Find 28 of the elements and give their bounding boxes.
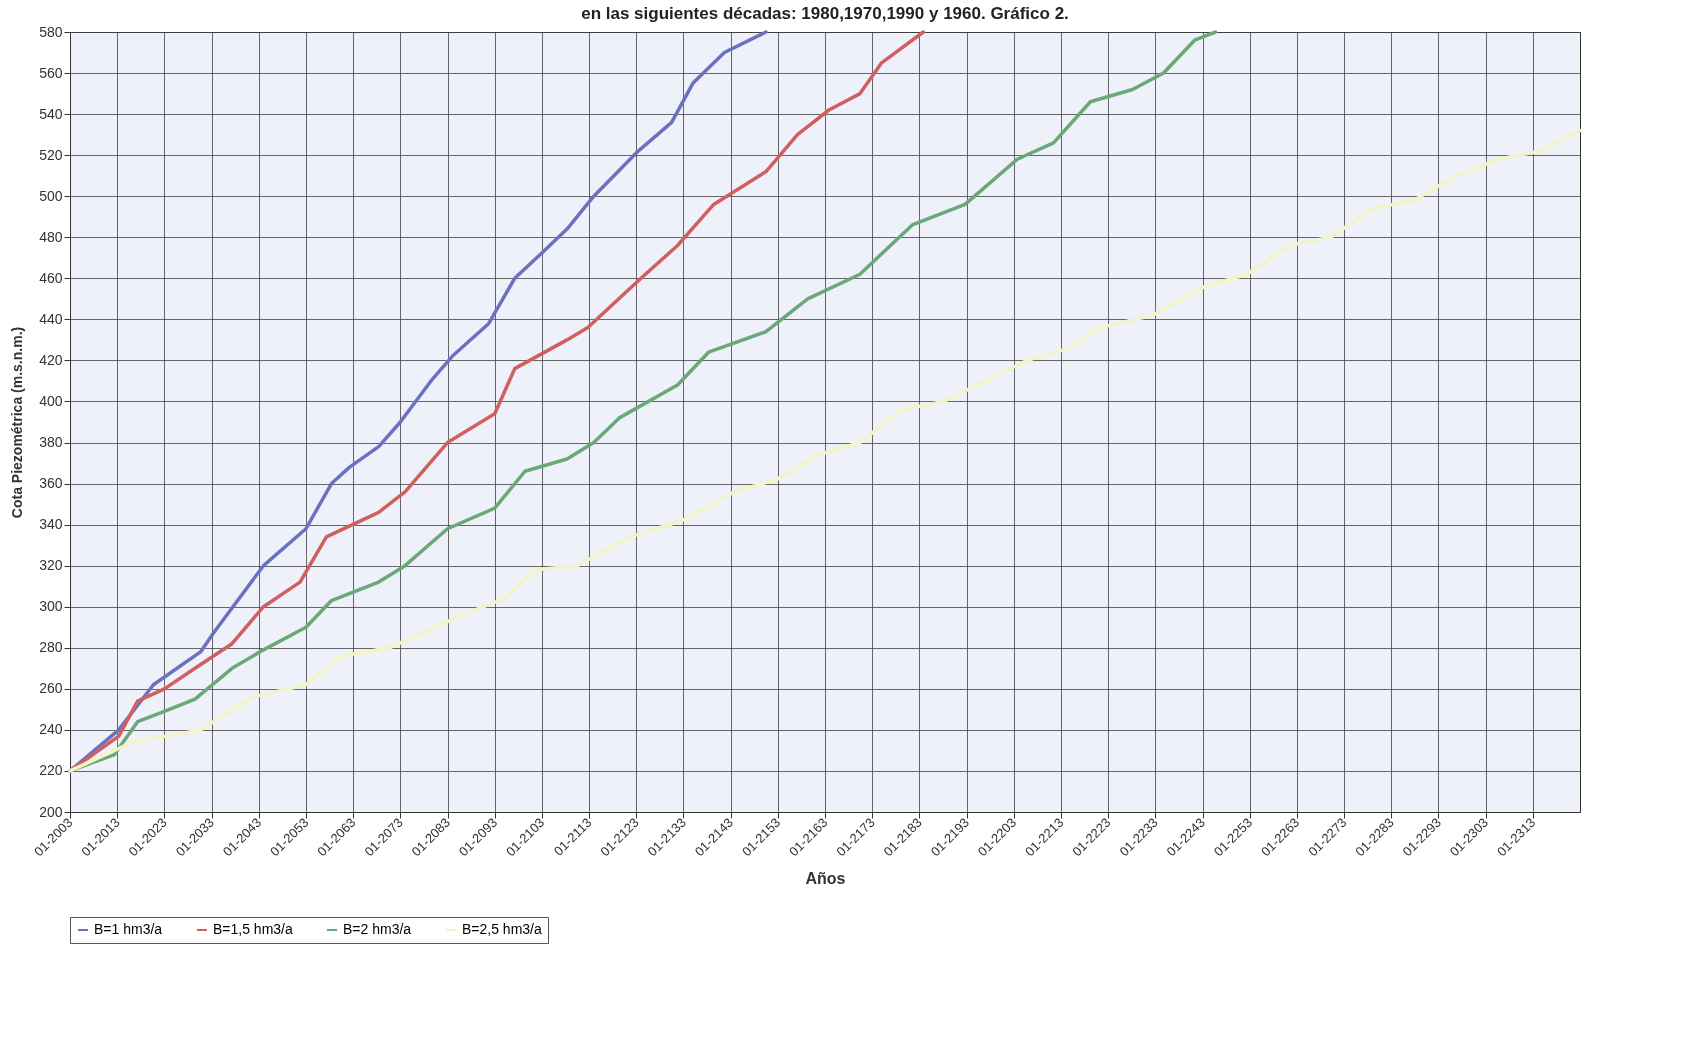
y-tick-label: 220 — [39, 762, 63, 779]
legend-label: B=2,5 hm3/a — [462, 921, 542, 937]
y-tick-label: 280 — [39, 639, 63, 656]
y-axis-title: Cota Piezométrica (m.s.n.m.) — [9, 326, 26, 519]
x-axis-title: Años — [805, 870, 846, 888]
y-tick-label: 420 — [39, 351, 63, 368]
y-tick-label: 400 — [39, 392, 63, 409]
y-tick-label: 360 — [39, 475, 63, 492]
y-tick-label: 560 — [39, 64, 63, 81]
y-tick-label: 200 — [39, 803, 63, 820]
line-series — [68, 128, 1582, 773]
y-tick-label: 440 — [39, 310, 63, 327]
legend-label: B=2 hm3/a — [343, 921, 412, 937]
y-tick-label: 240 — [39, 721, 63, 738]
y-tick-label: 340 — [39, 516, 63, 533]
y-tick-label: 380 — [39, 434, 63, 451]
legend-label: B=1,5 hm3/a — [213, 921, 293, 937]
chart-title: en las siguientes décadas: 1980,1970,1990 y 1960. Gráfico 2. — [581, 4, 1069, 23]
legend-label: B=1 hm3/a — [94, 921, 163, 937]
y-tick-label: 300 — [39, 598, 63, 615]
y-tick-label: 520 — [39, 146, 63, 163]
y-tick-label: 500 — [39, 187, 63, 204]
y-tick-label: 320 — [39, 557, 63, 574]
y-tick-label: 260 — [39, 680, 63, 697]
y-tick-label: 480 — [39, 228, 63, 245]
y-tick-label: 580 — [39, 23, 63, 40]
y-tick-label: 460 — [39, 269, 63, 286]
y-tick-label: 540 — [39, 105, 63, 122]
